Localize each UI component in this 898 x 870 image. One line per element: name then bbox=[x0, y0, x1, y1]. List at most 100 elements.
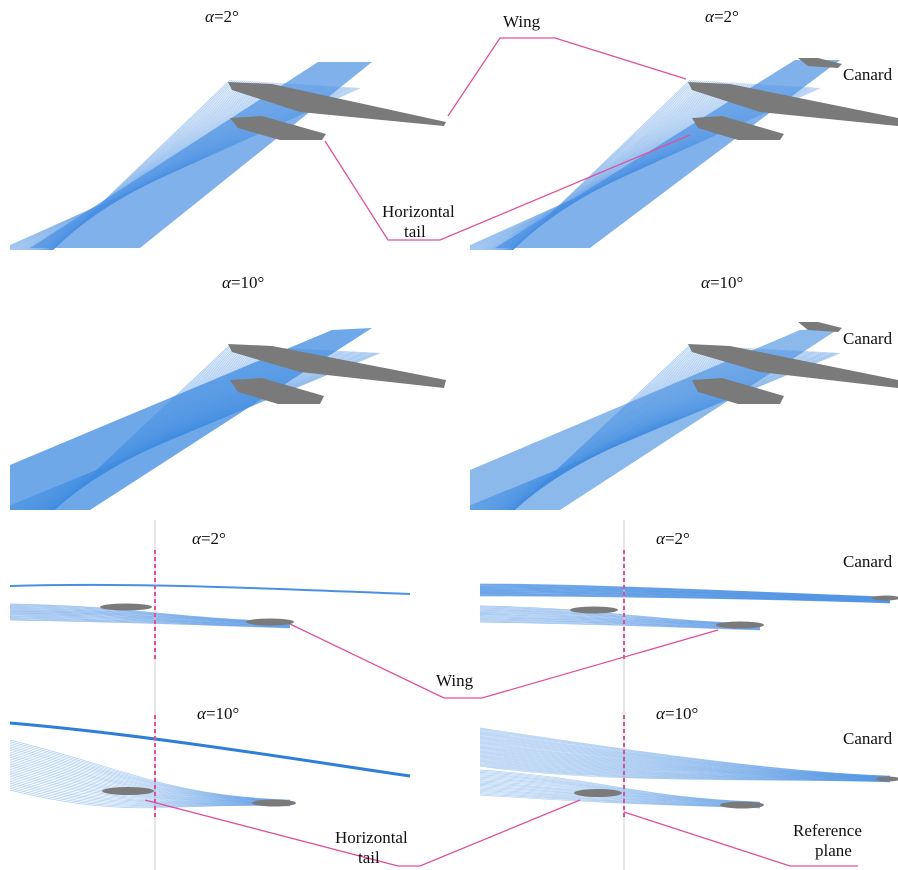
angle-label: α=10° bbox=[701, 273, 743, 292]
streamline bbox=[479, 759, 891, 782]
streamline bbox=[51, 80, 238, 250]
streamline bbox=[9, 619, 291, 629]
streamline bbox=[479, 787, 761, 807]
streamline bbox=[509, 81, 723, 250]
wing-surface bbox=[228, 344, 446, 388]
streamline-band bbox=[30, 62, 372, 248]
streamline bbox=[9, 782, 291, 806]
streamline bbox=[479, 745, 891, 780]
streamline bbox=[511, 80, 704, 250]
streamline bbox=[479, 616, 761, 629]
horizontal-tail-surface bbox=[230, 378, 324, 404]
streamline bbox=[479, 792, 761, 808]
streamline bbox=[507, 82, 732, 250]
angle-label: α=2° bbox=[192, 529, 226, 548]
streamline bbox=[479, 763, 891, 783]
streamline bbox=[479, 775, 761, 804]
leader-lines bbox=[144, 37, 858, 867]
streamline bbox=[479, 772, 761, 803]
streamline-band bbox=[495, 60, 840, 248]
streamline bbox=[479, 740, 891, 779]
wing-airfoil bbox=[100, 603, 152, 611]
streamline bbox=[52, 80, 234, 250]
streamline bbox=[508, 81, 725, 250]
streamline bbox=[9, 614, 291, 627]
panel-mid-right-3d bbox=[470, 322, 898, 510]
streamline bbox=[508, 82, 728, 250]
streamline bbox=[479, 785, 761, 807]
streamline-upper bbox=[9, 721, 411, 778]
streamline bbox=[9, 617, 291, 628]
streamline bbox=[479, 753, 891, 781]
streamline bbox=[511, 80, 698, 250]
streamline bbox=[510, 81, 717, 250]
angle-label: α=10° bbox=[656, 704, 698, 723]
wing-leader-side bbox=[289, 623, 719, 699]
streamline bbox=[9, 755, 291, 803]
panel-side-right-alpha10 bbox=[479, 715, 898, 820]
streamline bbox=[9, 743, 291, 801]
panel-side-right-alpha2 bbox=[479, 520, 898, 870]
streamline bbox=[9, 770, 291, 805]
streamline bbox=[509, 81, 721, 250]
streamline bbox=[479, 752, 891, 781]
tail-airfoil bbox=[252, 799, 296, 807]
panel-top-right-3d bbox=[470, 58, 898, 250]
streamline bbox=[479, 755, 891, 781]
streamline bbox=[9, 768, 291, 804]
streamline bbox=[9, 616, 291, 628]
streamline bbox=[510, 81, 715, 250]
streamline bbox=[479, 738, 891, 779]
streamline bbox=[479, 728, 891, 777]
streamline bbox=[509, 81, 719, 250]
streamline bbox=[479, 751, 891, 781]
streamline bbox=[479, 746, 891, 780]
wing-label: Wing bbox=[436, 671, 474, 690]
streamline bbox=[479, 619, 761, 630]
streamline bbox=[9, 739, 291, 801]
streamline-band bbox=[10, 328, 372, 510]
streamline bbox=[9, 772, 291, 805]
streamline bbox=[479, 620, 761, 630]
streamline bbox=[479, 735, 891, 778]
streamline bbox=[52, 79, 233, 250]
streamline bbox=[9, 753, 291, 803]
wing-surface bbox=[688, 82, 898, 126]
angle-label: α=10° bbox=[222, 273, 264, 292]
streamline bbox=[479, 786, 761, 807]
tail-leader-side bbox=[144, 799, 581, 867]
panel-top-left-3d bbox=[10, 62, 446, 250]
canard-label: Canard bbox=[843, 729, 893, 748]
streamline bbox=[9, 744, 291, 801]
wing-airfoil bbox=[574, 789, 622, 797]
streamline bbox=[479, 770, 761, 803]
streamline bbox=[479, 750, 891, 780]
horizontal-tail-label-line1: Horizontal bbox=[335, 828, 408, 847]
streamline bbox=[479, 730, 891, 777]
panel-mid-left-3d bbox=[10, 328, 446, 510]
streamline bbox=[479, 788, 761, 807]
tail-leader-top bbox=[324, 134, 691, 241]
streamline bbox=[479, 748, 891, 780]
streamline bbox=[9, 618, 291, 628]
streamline bbox=[52, 79, 231, 250]
streamline bbox=[479, 731, 891, 777]
streamline bbox=[479, 773, 761, 804]
streamline bbox=[511, 80, 702, 250]
streamline bbox=[511, 80, 708, 250]
streamlines-wake bbox=[479, 583, 891, 631]
tail-airfoil bbox=[716, 621, 764, 629]
streamline bbox=[9, 767, 291, 804]
streamline bbox=[510, 81, 713, 250]
horizontal-tail-surface bbox=[692, 378, 784, 404]
streamlines-wake bbox=[479, 727, 891, 809]
wing-airfoil bbox=[102, 787, 154, 795]
streamline bbox=[9, 748, 291, 802]
streamline bbox=[9, 775, 291, 805]
streamline bbox=[9, 741, 291, 801]
streamline bbox=[512, 79, 691, 250]
wing-label: Wing bbox=[503, 12, 541, 31]
streamline bbox=[479, 617, 761, 629]
